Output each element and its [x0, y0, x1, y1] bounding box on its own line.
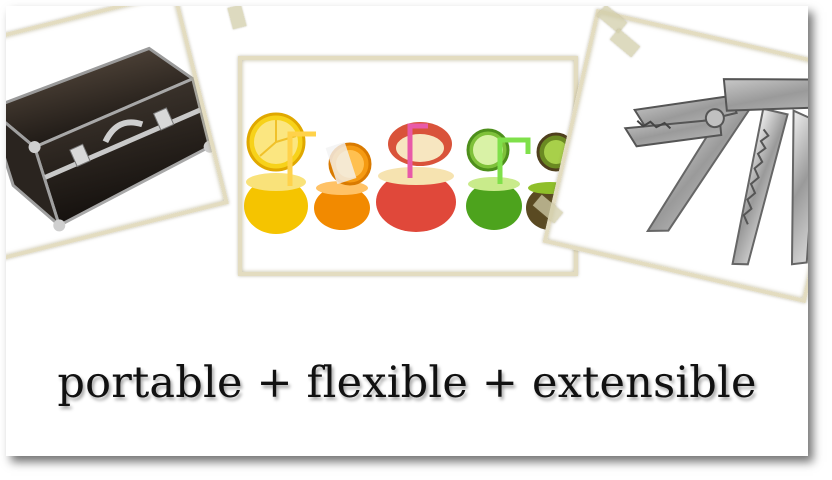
- multitool-photo: [542, 8, 808, 304]
- multitool-icon: [623, 78, 808, 266]
- slide: portable + flexible + extensible: [6, 6, 808, 456]
- fruit-cups-icon: [244, 112, 576, 234]
- fruit-photo: [238, 56, 578, 276]
- briefcase-icon: [6, 46, 216, 232]
- tape-corner: [227, 6, 247, 30]
- briefcase-photo: [6, 6, 230, 262]
- tagline: portable + flexible + extensible: [57, 358, 757, 408]
